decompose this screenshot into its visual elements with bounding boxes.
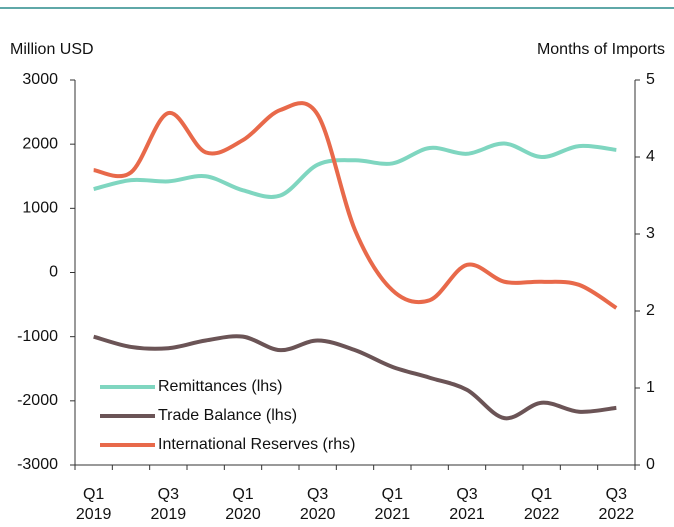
x-tick-label-line: 2019 bbox=[151, 506, 187, 523]
y-tick-label: -3000 bbox=[17, 456, 58, 473]
y2-tick-label: 4 bbox=[646, 148, 655, 165]
x-tick-label-line: Q1 bbox=[382, 486, 403, 503]
legend-label: Remittances (lhs) bbox=[158, 378, 282, 395]
y-tick-label: 2000 bbox=[22, 135, 58, 152]
x-tick-label-line: Q1 bbox=[83, 486, 104, 503]
x-tick-label-line: 2019 bbox=[76, 506, 112, 523]
x-tick-label-line: 2020 bbox=[300, 506, 336, 523]
x-tick-label-line: 2021 bbox=[449, 506, 485, 523]
y-tick-label: 0 bbox=[49, 264, 58, 281]
y2-tick-label: 5 bbox=[646, 71, 655, 88]
y-tick-label: -1000 bbox=[17, 328, 58, 345]
x-tick-label-line: 2022 bbox=[524, 506, 560, 523]
y-axis-label: Million USD bbox=[10, 41, 94, 58]
y2-tick-label: 1 bbox=[646, 379, 655, 396]
legend-label: International Reserves (rhs) bbox=[158, 436, 355, 453]
x-tick-label: Q3 2019 bbox=[151, 486, 187, 523]
x-tick-label: Q3 2021 bbox=[449, 486, 485, 523]
x-tick-label: Q1 2019 bbox=[76, 486, 112, 523]
y-tick-label: 3000 bbox=[22, 71, 58, 88]
x-tick-label: Q3 2020 bbox=[300, 486, 336, 523]
y2-tick-label: 0 bbox=[646, 456, 655, 473]
series-line bbox=[93, 141, 617, 199]
x-tick-label: Q3 2022 bbox=[599, 486, 635, 523]
x-tick-label: Q1 2020 bbox=[225, 486, 261, 523]
series-line bbox=[93, 101, 618, 310]
y-tick-label: 1000 bbox=[22, 200, 58, 217]
x-tick-label-line: 2021 bbox=[375, 506, 411, 523]
y2-tick-label: 3 bbox=[646, 225, 655, 242]
x-tick-label-line: 2020 bbox=[225, 506, 261, 523]
x-tick-label: Q1 2021 bbox=[375, 486, 411, 523]
x-tick-label-line: Q3 bbox=[606, 486, 627, 503]
x-tick-label-line: Q1 bbox=[531, 486, 552, 503]
y2-axis-label: Months of Imports bbox=[537, 41, 665, 58]
x-tick-label-line: Q3 bbox=[456, 486, 477, 503]
y-tick-label: -2000 bbox=[17, 392, 58, 409]
legend-label: Trade Balance (lhs) bbox=[158, 407, 297, 424]
x-tick-label-line: Q3 bbox=[307, 486, 328, 503]
y2-tick-label: 2 bbox=[646, 302, 655, 319]
series-line bbox=[93, 334, 617, 421]
x-tick-label-line: Q1 bbox=[232, 486, 253, 503]
x-tick-label-line: 2022 bbox=[599, 506, 635, 523]
x-tick-label: Q1 2022 bbox=[524, 486, 560, 523]
x-tick-label-line: Q3 bbox=[158, 486, 179, 503]
